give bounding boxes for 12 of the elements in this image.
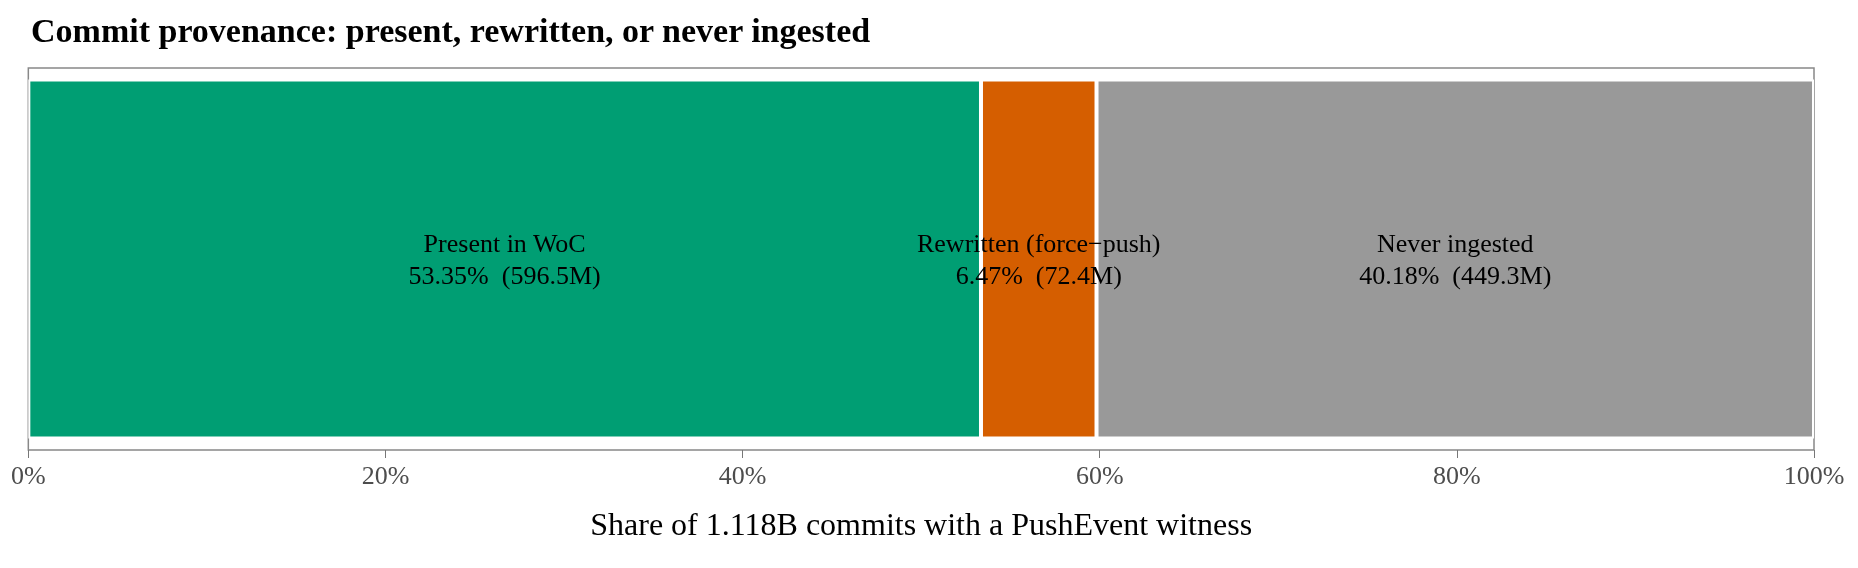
data-label: 40.18% (449.3M) [1359, 260, 1552, 290]
chart-title: Commit provenance: present, rewritten, or never ingested [31, 11, 871, 49]
series-label: Never ingested [1376, 228, 1534, 258]
x-tick-label: 0% [10, 460, 46, 490]
x-tick-label: 40% [718, 460, 767, 490]
x-tick-label: 80% [1433, 460, 1481, 490]
x-tick-label: 20% [361, 460, 410, 490]
x-tick-label: 100% [1783, 460, 1845, 490]
data-label: 53.35% (596.5M) [408, 260, 601, 290]
x-tick-label: 60% [1075, 460, 1124, 490]
series-label: Present in WoC [423, 228, 586, 258]
x-axis-title: Share of 1.118B commits with a PushEvent witness [590, 506, 1253, 542]
